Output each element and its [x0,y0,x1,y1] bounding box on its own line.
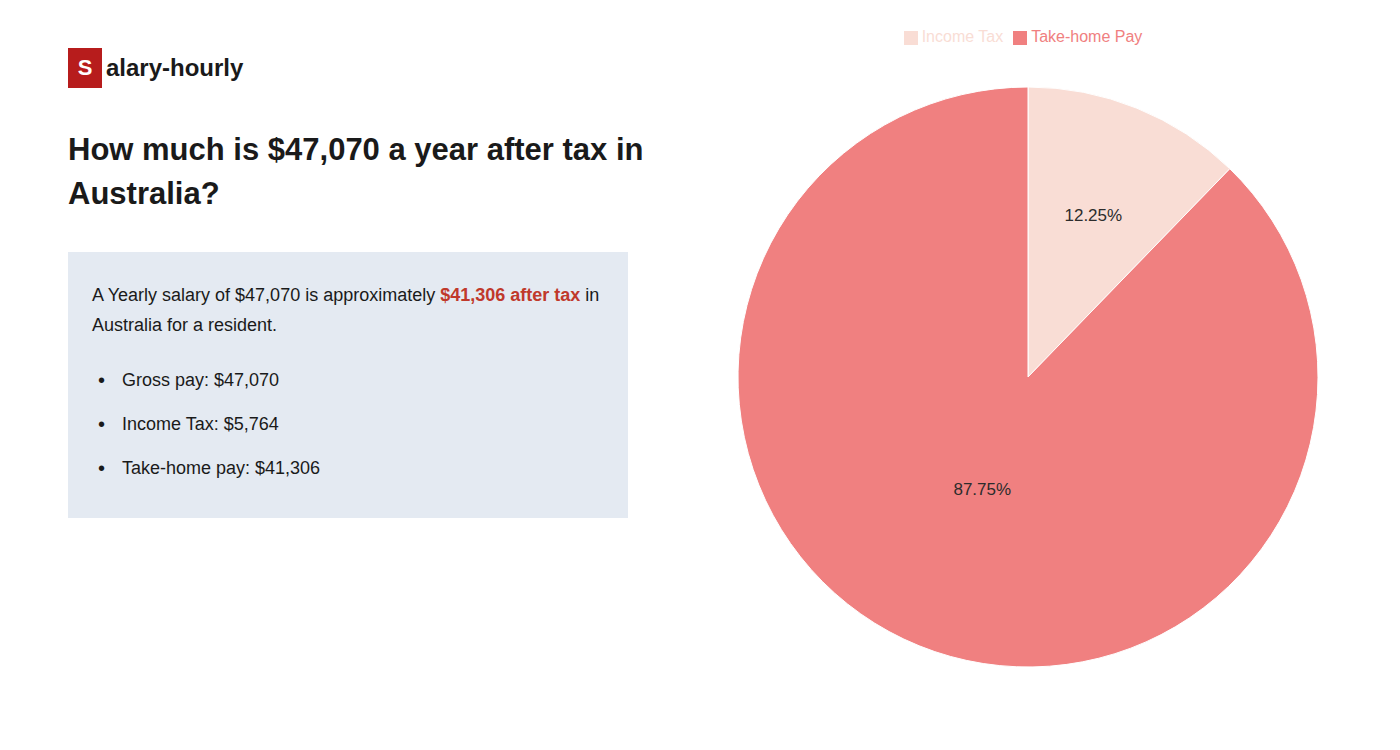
html-text:How much is $47,070 a year aft: How much is $47,070 a year after tax in [68,132,644,167]
html-text:Take-home Pay: Take-home Pay [1031,28,1143,45]
html-text:Income Tax: $5,764: Income Tax: $5,764 [122,414,279,434]
html-text:Income Tax: Income Tax [921,28,1004,45]
html-text:S: S [77,55,93,80]
html-text:A Yearly salary of $47,070 is: A Yearly salary of $47,070 is approximat… [92,285,600,305]
svg-text:87.75%: 87.75% [953,480,1011,499]
html-text:Australia for a resident.: Australia for a resident. [92,315,278,335]
html-text:Australia?: Australia? [68,176,220,211]
html-text:Gross pay: $47,070: Gross pay: $47,070 [122,370,280,390]
svg-text:12.25%: 12.25% [1064,206,1122,225]
html-text:alary-hourly: alary-hourly [106,54,244,81]
html-text:Take-home pay: $41,306: Take-home pay: $41,306 [122,458,321,478]
